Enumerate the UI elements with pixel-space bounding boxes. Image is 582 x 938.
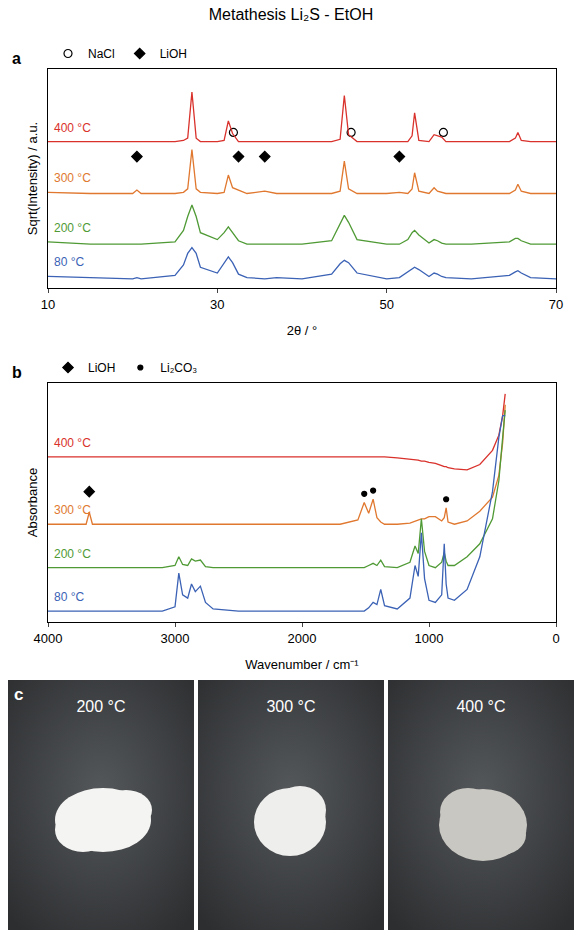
- svg-text:300 °C: 300 °C: [266, 698, 315, 715]
- svg-text:Wavenumber / cm⁻¹: Wavenumber / cm⁻¹: [245, 657, 359, 672]
- svg-text:400 °C: 400 °C: [54, 121, 91, 135]
- svg-text:2θ / °: 2θ / °: [287, 323, 318, 338]
- svg-text:Li₂CO₃: Li₂CO₃: [160, 361, 197, 375]
- svg-text:400 °C: 400 °C: [456, 698, 505, 715]
- svg-text:300 °C: 300 °C: [54, 503, 91, 517]
- svg-text:400 °C: 400 °C: [54, 436, 91, 450]
- svg-text:70: 70: [549, 297, 563, 312]
- svg-text:2000: 2000: [288, 631, 317, 646]
- svg-text:LiOH: LiOH: [88, 361, 115, 375]
- svg-text:30: 30: [210, 297, 224, 312]
- svg-text:50: 50: [379, 297, 393, 312]
- svg-text:200 °C: 200 °C: [54, 547, 91, 561]
- svg-text:Sqrt(Intensity) / a.u.: Sqrt(Intensity) / a.u.: [25, 122, 40, 235]
- svg-text:a: a: [12, 50, 21, 67]
- svg-text:200 °C: 200 °C: [54, 221, 91, 235]
- svg-text:300 °C: 300 °C: [54, 171, 91, 185]
- svg-text:Absorbance: Absorbance: [25, 468, 40, 537]
- svg-text:b: b: [12, 364, 22, 381]
- svg-text:4000: 4000: [34, 631, 63, 646]
- svg-text:0: 0: [552, 631, 559, 646]
- svg-text:200 °C: 200 °C: [76, 698, 125, 715]
- svg-text:LiOH: LiOH: [160, 47, 187, 61]
- svg-text:3000: 3000: [161, 631, 190, 646]
- svg-text:1000: 1000: [415, 631, 444, 646]
- html-text:Metathesis Li₂S - EtOH: Metathesis Li₂S - EtOH: [208, 6, 374, 23]
- svg-text:c: c: [14, 685, 23, 704]
- svg-text:80 °C: 80 °C: [54, 255, 84, 269]
- svg-text:NaCl: NaCl: [88, 47, 115, 61]
- svg-text:10: 10: [41, 297, 55, 312]
- svg-text:80 °C: 80 °C: [54, 590, 84, 604]
